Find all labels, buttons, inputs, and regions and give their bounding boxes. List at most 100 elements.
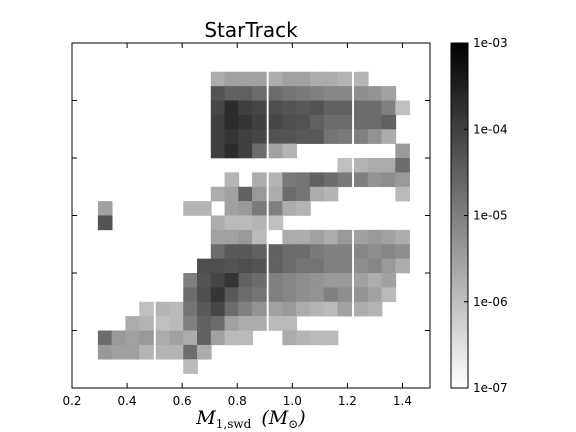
heatmap-bin <box>282 71 298 87</box>
heatmap-bin <box>337 273 353 288</box>
heatmap-bin <box>210 86 226 101</box>
heatmap-bin <box>252 201 267 216</box>
heatmap-bin <box>323 330 339 346</box>
heatmap-bin <box>309 86 325 101</box>
heatmap-bin <box>282 287 298 303</box>
heatmap-bins <box>97 71 410 374</box>
heatmap-bin <box>309 273 325 288</box>
heatmap-bin <box>183 301 198 317</box>
heatmap-bin <box>169 316 185 331</box>
heatmap-bin <box>323 287 339 303</box>
heatmap-bin <box>268 301 284 317</box>
heatmap-bin <box>337 258 353 274</box>
heatmap-bin <box>210 330 226 346</box>
heatmap-bin <box>224 215 240 231</box>
heatmap-bin <box>155 344 171 360</box>
heatmap-bin <box>296 301 311 317</box>
heatmap-bin <box>224 244 240 259</box>
x-tick-label: 1.2 <box>338 394 357 408</box>
heatmap-bin <box>252 172 267 188</box>
heatmap-bin <box>252 100 267 116</box>
x-axis-ticks: 0.2 0.4 0.6 0.8 1.0 1.2 1.4 <box>62 43 412 408</box>
xlabel-unit-close: ) <box>297 407 305 429</box>
heatmap-bin <box>268 273 284 288</box>
heatmap-bin <box>252 71 267 87</box>
heatmap-bin <box>252 186 267 202</box>
heatmap-bin <box>238 301 253 317</box>
heatmap-bin <box>353 114 369 130</box>
heatmap-bin <box>395 244 410 259</box>
heatmap-bin <box>268 114 284 130</box>
heatmap-bin <box>282 86 298 101</box>
heatmap-bin <box>337 287 353 303</box>
heatmap-bin <box>309 330 325 346</box>
heatmap-bin <box>367 258 383 274</box>
heatmap-bin <box>210 258 226 274</box>
heatmap-bin <box>323 258 339 274</box>
heatmap-bin <box>97 215 113 231</box>
heatmap-bin <box>210 186 226 202</box>
colorbar-tick-label: 1e-04 <box>473 122 508 136</box>
heatmap-bin <box>268 186 284 202</box>
heatmap-bin <box>381 100 397 116</box>
heatmap-bin <box>252 86 267 101</box>
heatmap-bin <box>210 143 226 159</box>
heatmap-bin <box>238 244 253 259</box>
heatmap-bin <box>252 301 267 317</box>
heatmap-bin <box>296 71 311 87</box>
heatmap-bin <box>238 143 253 159</box>
heatmap-bin <box>238 215 253 231</box>
heatmap-bin <box>395 143 410 159</box>
heatmap-bin <box>268 316 284 331</box>
heatmap-bin <box>224 143 240 159</box>
heatmap-bin <box>224 186 240 202</box>
heatmap-bin <box>395 229 410 245</box>
heatmap-bin <box>155 316 171 331</box>
heatmap-bin <box>282 316 298 331</box>
heatmap-bin <box>268 244 284 259</box>
heatmap-bin <box>268 129 284 144</box>
heatmap-bin <box>169 301 185 317</box>
xlabel-symbol: M <box>195 407 216 429</box>
heatmap-bin <box>252 143 267 159</box>
heatmap-bin <box>238 258 253 274</box>
heatmap-bin <box>353 258 369 274</box>
heatmap-bin <box>139 316 154 331</box>
heatmap-bin <box>323 114 339 130</box>
heatmap-bin <box>337 100 353 116</box>
colorbar-ticks: 1e-03 1e-04 1e-05 1e-06 1e-07 <box>464 36 508 395</box>
heatmap-bin <box>323 71 339 87</box>
heatmap-bin <box>337 301 353 317</box>
heatmap-bin <box>224 172 240 188</box>
heatmap-bin <box>337 71 353 87</box>
heatmap-bin <box>309 114 325 130</box>
heatmap-bin <box>367 129 383 144</box>
heatmap-bin <box>296 229 311 245</box>
heatmap-bin <box>309 258 325 274</box>
x-tick-label: 0.8 <box>228 394 247 408</box>
heatmap-bin <box>197 273 212 288</box>
heatmap-bin <box>252 229 267 245</box>
heatmap-bin <box>337 244 353 259</box>
colorbar-tick-label: 1e-05 <box>473 209 508 223</box>
heatmap-bin <box>353 71 369 87</box>
heatmap-bin <box>252 129 267 144</box>
colorbar-tick-label: 1e-07 <box>473 381 508 395</box>
heatmap-bin <box>238 71 253 87</box>
heatmap-bin <box>282 244 298 259</box>
heatmap-bin <box>296 287 311 303</box>
heatmap-bin <box>252 316 267 331</box>
heatmap-bin <box>125 316 141 331</box>
heatmap-bin <box>381 244 397 259</box>
heatmap-bin <box>309 100 325 116</box>
heatmap-bin <box>296 86 311 101</box>
heatmap-bin <box>337 158 353 173</box>
heatmap-bin <box>282 143 298 159</box>
heatmap-bin <box>197 316 212 331</box>
heatmap-bin <box>224 301 240 317</box>
heatmap-bin <box>381 273 397 288</box>
heatmap-bin <box>268 258 284 274</box>
heatmap-bin <box>268 86 284 101</box>
heatmap-bin <box>252 287 267 303</box>
x-tick-label: 1.0 <box>283 394 302 408</box>
